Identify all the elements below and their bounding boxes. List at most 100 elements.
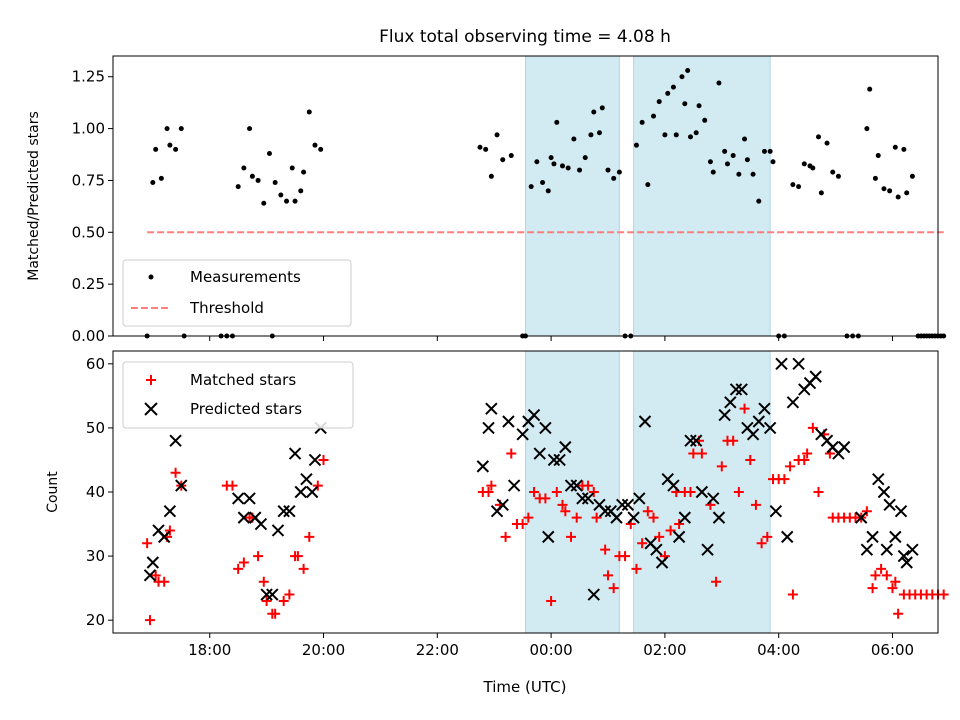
predicted-star-point (746, 428, 760, 441)
predicted-star-point (707, 492, 720, 505)
predicted-star-point (775, 357, 788, 371)
predicted-star-point (243, 492, 256, 505)
matched-star-point (142, 538, 153, 549)
predicted-star-point (769, 505, 783, 518)
predicted-star-point (146, 556, 160, 569)
measurement-point (153, 146, 159, 152)
matched-star-point (728, 435, 739, 446)
legend-measurements-marker (148, 274, 154, 280)
measurement-point (477, 144, 483, 150)
matched-star-point (887, 583, 898, 594)
measurement-point (508, 153, 514, 159)
matched-star-point (258, 576, 269, 587)
matched-star-point (483, 487, 494, 497)
x-tick-label: 06:00 (871, 641, 914, 659)
matched-star-point (557, 499, 568, 510)
legend-threshold-label: Threshold (189, 299, 264, 317)
predicted-star-point (786, 396, 800, 409)
predicted-star-point (633, 492, 646, 505)
predicted-star-point (906, 543, 919, 556)
measurement-point (707, 159, 713, 165)
legend-measurements-label: Measurements (190, 268, 301, 286)
matched-star-point (159, 576, 170, 587)
measurement-point (545, 188, 551, 194)
measurement-point (761, 148, 767, 154)
predicted-star-point (672, 530, 686, 544)
predicted-star-point (502, 415, 515, 428)
matched-star-point (620, 551, 631, 562)
measurement-point (633, 142, 639, 148)
measurement-point (790, 182, 796, 188)
measurement-point (292, 198, 298, 204)
measurement-point (670, 84, 676, 90)
predicted-star-point (300, 472, 313, 486)
measurement-point (247, 126, 253, 132)
measurement-point (266, 150, 272, 156)
predicted-star-point (476, 460, 490, 473)
predicted-star-point (712, 511, 726, 524)
matched-star-point (164, 525, 175, 536)
matched-star-point (750, 499, 761, 510)
measurement-point (284, 198, 290, 204)
matched-star-point (284, 589, 295, 600)
matched-star-point (546, 595, 557, 606)
measurement-point (528, 184, 534, 190)
matched-star-point (787, 589, 798, 600)
predicted-star-point (169, 434, 182, 447)
measurement-point (724, 161, 730, 167)
matched-star-point (506, 448, 517, 459)
matched-star-point (711, 576, 722, 587)
predicted-star-point (729, 383, 743, 396)
measurement-point (673, 132, 679, 138)
matched-star-point (756, 538, 767, 549)
predicted-star-point (576, 492, 589, 505)
predicted-star-point (485, 402, 498, 415)
measurement-point (235, 184, 241, 190)
matched-star-point (688, 448, 699, 459)
top-legend: Measurements Threshold (122, 259, 352, 327)
predicted-star-point (877, 485, 891, 499)
predicted-star-point (880, 543, 894, 556)
predicted-star-point (547, 453, 561, 467)
predicted-star-point (897, 549, 911, 563)
measurement-point (702, 117, 708, 123)
predicted-star-point (872, 472, 885, 486)
predicted-star-point (735, 383, 748, 396)
measurement-point (696, 103, 702, 109)
measurement-point (722, 148, 728, 154)
predicted-star-point (792, 357, 805, 371)
predicted-star-point (598, 505, 612, 518)
measurement-point (875, 153, 881, 159)
predicted-star-point (308, 453, 322, 467)
measurement-point (588, 132, 594, 138)
matched-star-point (745, 454, 756, 465)
y-tick-label: 20 (86, 611, 105, 629)
measurement-point (941, 333, 947, 339)
predicted-star-point (266, 588, 279, 601)
y-tick-label: 1.25 (72, 68, 105, 86)
predicted-star-point (860, 543, 874, 556)
measurement-point (534, 159, 540, 165)
measurement-point (895, 194, 901, 200)
matched-star-point (938, 589, 949, 600)
predicted-star-point (254, 517, 268, 531)
measurement-point (261, 200, 267, 206)
predicted-star-point (781, 530, 794, 544)
matched-star-point (500, 531, 511, 542)
measurement-point (716, 80, 722, 86)
predicted-star-point (724, 396, 737, 409)
x-tick-label: 20:00 (302, 641, 345, 659)
matched-star-point (540, 493, 551, 504)
predicted-star-point (655, 556, 669, 569)
measurement-point (150, 180, 156, 186)
predicted-star-point (271, 524, 285, 537)
predicted-star-point (889, 530, 902, 544)
observing-window-1 (525, 55, 620, 337)
predicted-star-point (527, 408, 541, 422)
matched-star-point (227, 480, 238, 491)
predicted-star-point (866, 530, 879, 544)
predicted-star-point (533, 447, 546, 460)
predicted-star-point (883, 498, 896, 512)
legend-matched-label: Matched stars (190, 371, 296, 389)
